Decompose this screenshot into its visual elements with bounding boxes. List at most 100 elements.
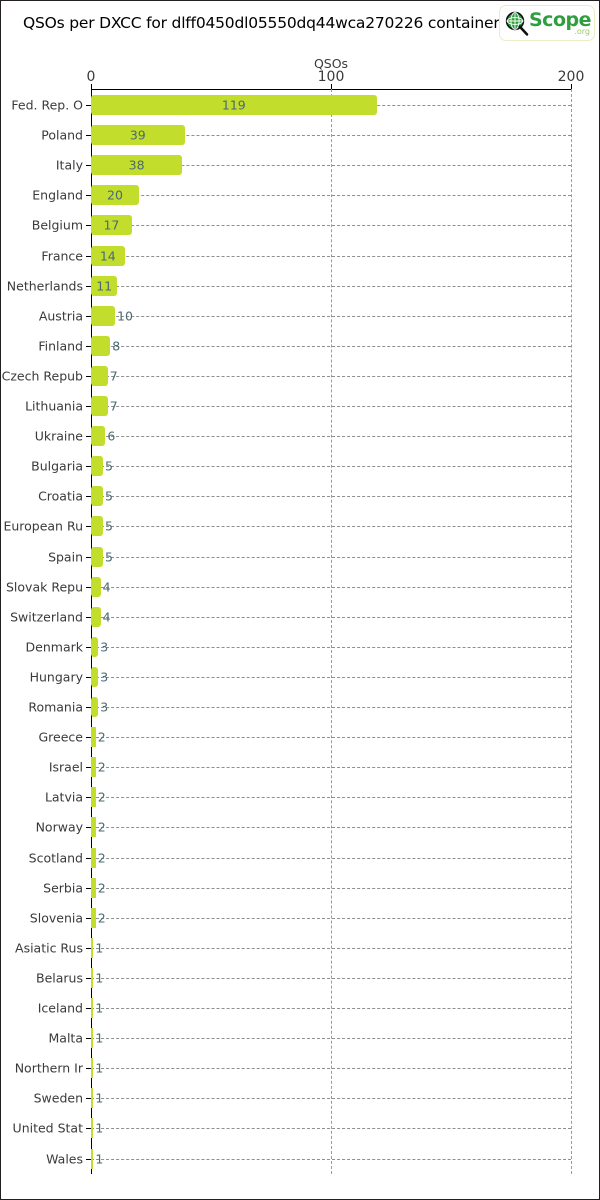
bar-value-label: 2 <box>97 910 106 926</box>
row-gridline <box>91 406 571 407</box>
bar <box>91 125 185 146</box>
y-axis-tick-mark <box>86 737 91 739</box>
row-gridline <box>91 1158 571 1160</box>
row-gridline <box>91 887 571 889</box>
row-gridline <box>91 165 571 167</box>
bar-value-label: 7 <box>109 368 118 384</box>
logo-tld: .org <box>574 27 590 36</box>
logo-wordmark: Scope <box>529 9 592 31</box>
category-label: Croatia <box>38 488 83 504</box>
category-label: Norway <box>35 819 83 835</box>
bar <box>91 486 103 507</box>
bar <box>91 1148 94 1169</box>
category-label: Scotland <box>28 850 83 865</box>
row-gridline <box>91 1098 571 1100</box>
category-label: Northern Ir <box>14 1060 83 1076</box>
category-label: Lithuania <box>25 398 83 414</box>
y-axis-tick-mark <box>86 917 91 919</box>
y-axis-tick-mark <box>86 887 91 889</box>
bar-value-label: 20 <box>107 187 123 203</box>
category-label: Romania <box>28 699 83 715</box>
row-gridline <box>91 586 571 588</box>
row-gridline <box>91 707 571 708</box>
category-label: Belarus <box>36 970 83 986</box>
bar-value-label: 119 <box>221 97 246 113</box>
vertical-gridline <box>331 89 332 1174</box>
row-gridline <box>91 375 571 377</box>
bar <box>91 967 94 988</box>
y-axis-tick-mark <box>86 135 91 137</box>
row-gridline <box>91 616 571 618</box>
bar <box>91 817 96 838</box>
x-axis-tick-label: 200 <box>557 69 585 85</box>
x-axis-tick-mark <box>91 84 92 89</box>
bar <box>91 1088 94 1109</box>
category-label: Latvia <box>44 789 83 805</box>
row-gridline <box>91 676 571 678</box>
bar <box>91 877 96 898</box>
row-gridline <box>91 285 571 287</box>
row-gridline <box>91 225 571 227</box>
y-axis-tick-mark <box>86 195 91 197</box>
row-gridline <box>91 737 571 739</box>
bar-value-label: 1 <box>95 1030 104 1046</box>
x-axis-title: QSOs <box>313 56 349 71</box>
category-label: Asiatic Rus <box>15 940 83 956</box>
y-axis-tick-mark <box>86 225 91 227</box>
row-gridline <box>91 556 571 558</box>
chart-header: QSOs per DXCC for dlff0450dl05550dq44wca… <box>1 1 599 49</box>
bar-value-label: 5 <box>105 518 113 534</box>
y-axis-tick-mark <box>86 707 91 708</box>
bar-value-label: 2 <box>97 789 106 805</box>
category-label: Spain <box>48 549 83 564</box>
row-gridline <box>91 1038 571 1040</box>
row-gridline <box>91 466 571 468</box>
row-gridline <box>91 917 571 919</box>
bar-value-label: 1 <box>95 940 104 956</box>
y-axis-tick-mark <box>86 436 91 438</box>
category-label: Austria <box>38 308 83 324</box>
bar-value-label: 17 <box>103 217 120 233</box>
qscope-logo[interactable]: Scope .org <box>499 5 595 41</box>
bar <box>91 666 99 687</box>
row-gridline <box>91 135 571 137</box>
bar-value-label: 3 <box>100 699 109 715</box>
row-gridline <box>91 1008 571 1009</box>
category-label: Belgium <box>31 217 83 233</box>
y-axis-tick-mark <box>86 857 91 859</box>
category-label: European Ru <box>3 518 83 534</box>
x-axis-tick-mark <box>331 84 332 89</box>
y-axis-tick-mark <box>86 375 91 377</box>
row-gridline <box>91 1068 571 1070</box>
y-axis-tick-mark <box>86 345 91 347</box>
bar <box>91 1058 94 1079</box>
bar <box>91 606 101 627</box>
category-label: Denmark <box>25 639 83 655</box>
row-gridline <box>91 315 571 317</box>
x-axis-tick-label: 100 <box>317 69 345 85</box>
category-label: Israel <box>48 759 83 775</box>
y-axis-tick-mark <box>86 1008 91 1009</box>
bar <box>91 546 103 567</box>
row-gridline <box>91 857 571 859</box>
bar <box>91 998 94 1018</box>
y-axis-tick-mark <box>86 406 91 407</box>
category-label: Ukraine <box>34 428 83 444</box>
y-axis-tick-mark <box>86 1038 91 1040</box>
bar-value-label: 7 <box>109 398 118 414</box>
row-gridline <box>91 345 571 347</box>
y-axis-tick-mark <box>86 827 91 829</box>
bar <box>91 727 96 748</box>
vertical-gridline <box>571 89 572 1174</box>
bar <box>91 697 99 717</box>
bar-value-label: 2 <box>97 819 106 835</box>
row-gridline <box>91 255 571 257</box>
row-gridline <box>91 797 571 799</box>
x-axis-tick-label: 0 <box>86 69 96 85</box>
bar <box>91 636 99 657</box>
bar <box>91 1028 94 1049</box>
bar-value-label: 14 <box>99 248 116 263</box>
bar-value-label: 3 <box>100 669 109 685</box>
row-gridline <box>91 496 571 498</box>
y-axis-tick-mark <box>86 1158 91 1160</box>
